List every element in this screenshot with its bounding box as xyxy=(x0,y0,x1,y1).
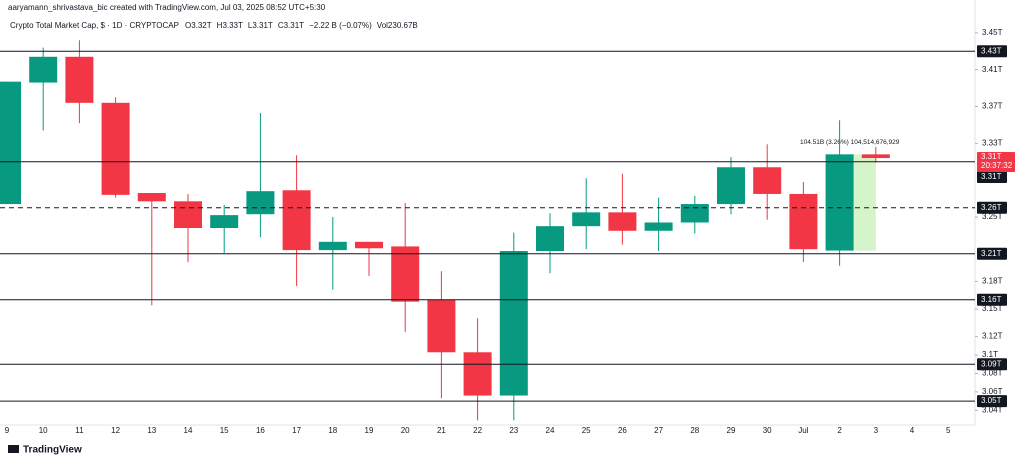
x-tick-label: 21 xyxy=(437,426,446,435)
candle-body xyxy=(644,222,673,231)
brand: TradingView xyxy=(23,445,82,456)
level-label: 3.09T xyxy=(981,359,1002,368)
x-tick-label: 27 xyxy=(654,426,663,435)
price-label-box xyxy=(977,152,1015,173)
x-tick-label: 2 xyxy=(837,426,842,435)
legend-value: 3.33T xyxy=(222,21,243,30)
level-label-box xyxy=(977,395,1007,408)
level-label: 3.21T xyxy=(981,249,1002,258)
candle-body xyxy=(825,154,854,251)
y-tick-label: 3.06T xyxy=(982,387,1003,396)
x-tick-label: 17 xyxy=(292,426,301,435)
x-tick-label: 5 xyxy=(946,426,951,435)
legend-value: 3.32T xyxy=(191,21,212,30)
legend-value: 3.31T xyxy=(284,21,305,30)
candle-body xyxy=(499,251,528,396)
y-tick-label: 3.15T xyxy=(982,304,1003,313)
price-countdown: 20:37:32 xyxy=(981,161,1013,170)
y-tick-label: 3.33T xyxy=(982,138,1003,147)
x-tick-label: 29 xyxy=(727,426,736,435)
candle-body xyxy=(861,154,890,159)
candle-body xyxy=(318,241,347,251)
candle-body xyxy=(282,190,311,251)
candle-body xyxy=(355,241,383,249)
candle-body xyxy=(210,215,239,229)
y-tick-label: 3.18T xyxy=(982,277,1003,286)
watermark: aaryamann_shrivastava_bic created with T… xyxy=(8,3,326,12)
legend-value: 3.31T xyxy=(252,21,273,30)
candle-body xyxy=(717,167,745,205)
legend-prefix: O xyxy=(185,21,191,30)
candle-body xyxy=(536,226,564,252)
x-tick-label: 26 xyxy=(618,426,627,435)
level-label-box xyxy=(977,201,1007,214)
y-tick-label: 3.45T xyxy=(982,28,1003,37)
tv-logo: TradingView xyxy=(8,445,82,456)
y-tick-label: 3.08T xyxy=(982,369,1003,378)
x-tick-label: 18 xyxy=(328,426,337,435)
legend-prefix: H xyxy=(217,21,223,30)
level-label: 3.43T xyxy=(981,46,1002,55)
x-tick-label: 12 xyxy=(111,426,120,435)
legend-prefix: Vol xyxy=(377,21,388,30)
level-label: 3.26T xyxy=(981,203,1002,212)
x-tick-label: 11 xyxy=(75,426,84,435)
x-tick-label: 13 xyxy=(147,426,156,435)
candle-body xyxy=(137,193,166,202)
measure-label: 104.51B (3.26%) 104,514,676,929 xyxy=(800,139,900,146)
level-label-box xyxy=(977,171,1007,184)
x-tick-label: 3 xyxy=(874,426,879,435)
candle-body xyxy=(608,212,637,231)
candle-body xyxy=(463,352,492,396)
y-tick-label: 3.25T xyxy=(982,212,1003,221)
x-tick-label: 23 xyxy=(509,426,518,435)
y-tick-label: 3.37T xyxy=(982,102,1003,111)
candle-body xyxy=(391,246,420,302)
level-label: 3.05T xyxy=(981,396,1002,405)
candle-body xyxy=(680,204,709,223)
y-tick-label: 3.12T xyxy=(982,332,1003,341)
candle-body xyxy=(572,212,601,227)
x-tick-label: 15 xyxy=(220,426,229,435)
x-tick-label: 16 xyxy=(256,426,265,435)
candle-body xyxy=(29,56,58,83)
x-tick-label: 10 xyxy=(39,426,48,435)
legend-prefix: C xyxy=(278,21,284,30)
y-tick-label: 3.41T xyxy=(982,65,1003,74)
x-tick-label: 30 xyxy=(763,426,772,435)
x-tick-label: 4 xyxy=(910,426,915,435)
level-label-box xyxy=(977,247,1007,260)
candle-body xyxy=(65,56,94,103)
x-tick-label: 22 xyxy=(473,426,482,435)
candle-body xyxy=(789,193,818,250)
x-tick-label: 19 xyxy=(365,426,374,435)
x-tick-label: Jul xyxy=(798,426,808,435)
legend-prefix: L xyxy=(248,21,253,30)
legend-value: 230.67B xyxy=(388,21,418,30)
x-tick-label: 20 xyxy=(401,426,410,435)
candle-body xyxy=(427,299,456,353)
price-label: 3.31T xyxy=(981,152,1002,161)
x-tick-label: 25 xyxy=(582,426,591,435)
y-tick-label: 3.1T xyxy=(982,350,998,359)
candle-body xyxy=(753,167,782,194)
x-tick-label: 28 xyxy=(690,426,699,435)
level-label-box xyxy=(977,45,1007,58)
candle-body xyxy=(101,102,130,195)
x-tick-label: 24 xyxy=(546,426,555,435)
candle-body xyxy=(246,191,275,215)
x-tick-label: 14 xyxy=(184,426,193,435)
level-label-box xyxy=(977,293,1007,306)
level-label: 3.16T xyxy=(981,295,1002,304)
y-tick-label: 3.04T xyxy=(982,405,1003,414)
candle-body xyxy=(174,201,202,229)
candle-body xyxy=(0,81,21,205)
level-label: 3.31T xyxy=(981,172,1002,181)
x-tick-label: 9 xyxy=(5,426,10,435)
logo-mark xyxy=(8,445,19,453)
chart-title: Crypto Total Market Cap, $ · 1D · CRYPTO… xyxy=(10,21,179,30)
legend-value: −2.22 B (−0.07%) xyxy=(309,21,372,30)
level-label-box xyxy=(977,358,1007,371)
